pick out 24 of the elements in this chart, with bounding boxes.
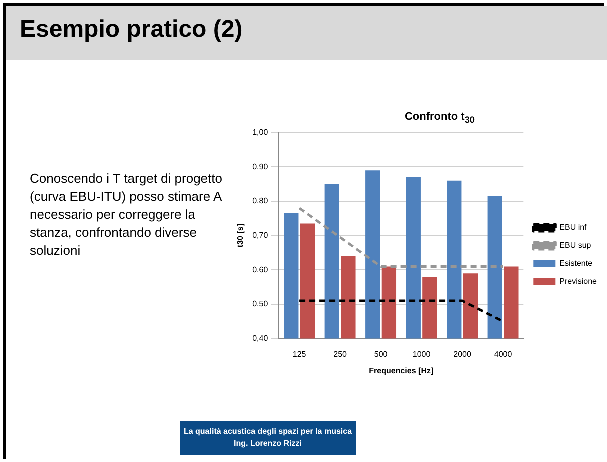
text: La qualità acustica degli spazi per la musica [182,426,354,438]
x-axis-title: Frequencies [Hz] [369,366,434,376]
x-tick-label: 4000 [494,350,513,359]
text: Ing. Lorenzo Rizzi [233,438,303,450]
x-tick-label: 125 [292,350,307,359]
y-tick-label: 0,90 [252,162,269,172]
y-tick-label: 1,00 [252,128,269,138]
chart-title: Confronto t$_{30}$ [404,111,476,126]
y-tick-label: 0,40 [252,334,269,344]
legend-label: EBU inf [560,223,588,232]
x-tick-label: 2000 [454,350,472,359]
y-tick-label: 0,80 [252,196,269,206]
y-tick-label: 0,60 [252,265,269,274]
x-tick-label: 250 [334,350,348,359]
y-tick-label: 0,70 [252,231,269,240]
x-tick-label: 500 [374,350,388,359]
text: Conoscendo i T target di progetto (curva EBU-ITU) posso stimare A necessario per correggere la stanza, confrontando diverse soluzioni [30,170,224,260]
y-axis-title: t30 [s] [236,224,246,248]
legend-label: Esistente [560,259,594,268]
y-tick-label: 0,50 [252,300,269,309]
x-tick-label: 1000 [412,350,432,359]
text: Esempio pratico (2) [20,16,243,44]
legend-label: Previsione [560,277,598,286]
legend-label: EBU sup [560,241,592,250]
